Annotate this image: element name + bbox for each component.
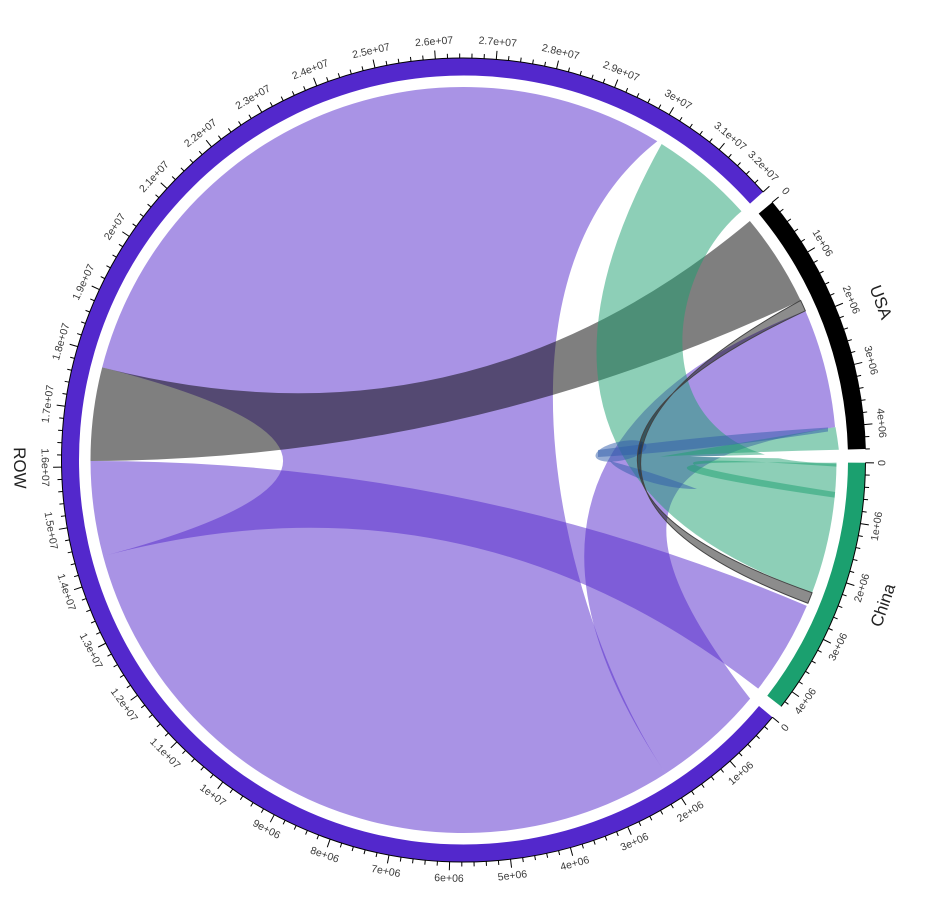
svg-text:1.6e+07: 1.6e+07 [38, 448, 51, 487]
svg-text:0: 0 [876, 460, 888, 466]
svg-text:ROW: ROW [10, 447, 30, 489]
svg-text:6e+06: 6e+06 [434, 872, 464, 885]
